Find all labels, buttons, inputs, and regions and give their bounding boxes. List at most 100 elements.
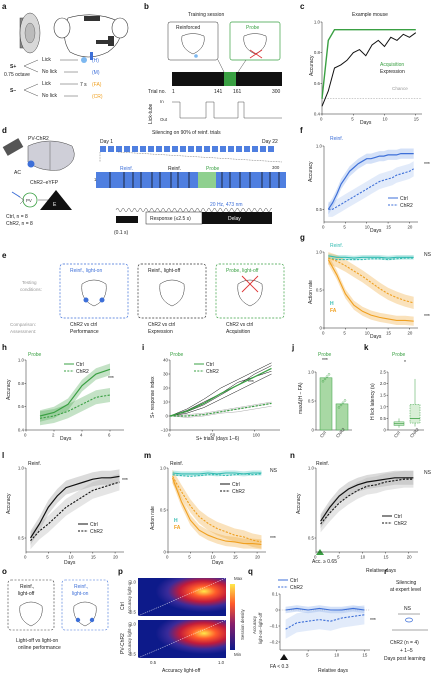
f-ctrl-band <box>328 148 414 215</box>
r-title-1: Silencing <box>396 580 417 586</box>
day-blocks <box>100 146 274 152</box>
q-ytick-label: −0.2 <box>269 640 278 645</box>
panel-l: l Reinf. Accuracy Days Ctrl ChR2 *** 0 5 1… <box>2 451 128 566</box>
mouse-icon-o2 <box>73 601 97 627</box>
panel-d: d PV-ChR2 AC ChR2–eYFP PV E Ctrl, n = 8 … <box>2 126 286 236</box>
c1-title: Reinf., light-on <box>70 268 102 274</box>
j-bar <box>335 403 349 431</box>
h-ytick-label: 0.6 <box>18 404 25 409</box>
n-ytick-label: 0.5 <box>308 536 315 541</box>
k-ytick-label: 2.5 <box>380 370 387 375</box>
n-ctrl-legend: Ctrl <box>394 514 402 520</box>
h-tag: Probe <box>28 352 42 358</box>
in-label: In <box>160 99 164 104</box>
panel-m: m Reinf. Action rate Days Ctrl ChR2 H FA… <box>144 451 278 566</box>
g-ytick-label: 0.5 <box>316 288 323 293</box>
r-title-2: at expert level <box>390 587 421 593</box>
brain-icon <box>27 140 75 171</box>
n-plot: 0 5 10 15 20 0.5 1.0 <box>308 466 418 560</box>
trial-ticks <box>109 172 280 188</box>
g-xtick-label: 0 <box>322 331 325 336</box>
i-xlabel: S+ trials (days 1–6) <box>196 436 240 442</box>
k-significance: * <box>404 360 406 366</box>
l-xlabel: Days <box>64 560 76 566</box>
g-xtick-label: 5 <box>343 331 346 336</box>
panel-a: a 0.75 octave S+ Lick No lick (H) (M <box>2 2 129 100</box>
j-point <box>323 377 327 381</box>
j-point <box>321 380 325 383</box>
f-ylabel: Accuracy <box>308 161 314 182</box>
q-ylabel-1: Accuracy <box>252 615 257 634</box>
f-xtick-label: 20 <box>407 225 412 230</box>
k-ytick-label: 0.5 <box>380 416 387 421</box>
m-xtick-label: 20 <box>255 555 260 560</box>
c-xtick-label: 15 <box>414 117 419 122</box>
delay-window <box>202 212 272 224</box>
mouse-icon-c2 <box>159 279 185 307</box>
l-chr2-line <box>30 481 120 542</box>
p-min: Min <box>234 652 242 657</box>
f-ytick-label: 1.0 <box>316 144 323 149</box>
probe-block <box>198 172 216 188</box>
j-category-label: Ctrl <box>319 430 327 438</box>
k-tag: Probe <box>392 352 406 358</box>
p-density-label: Session density <box>240 608 245 640</box>
day-block <box>124 146 130 152</box>
l-xtick-label: 10 <box>69 555 74 560</box>
l-xtick-label: 20 <box>113 555 118 560</box>
c2-title: Reinf., light-off <box>148 268 181 274</box>
c-series <box>321 29 422 107</box>
k-ytick-label: 0 <box>384 428 387 433</box>
g-plot: 0 5 10 15 20 0 0.5 1.0 <box>316 250 418 336</box>
day-block <box>156 146 162 152</box>
c-ytick-label: 0.4 <box>314 112 321 117</box>
q-xtick-label: 5 <box>306 653 309 658</box>
l-ctrl-line <box>29 475 120 539</box>
q-ctrl-legend: Ctrl <box>290 578 298 584</box>
q-plot: 5 10 15 −0.2 −0.1 0 0.1 <box>269 592 370 658</box>
p-ytick-label: 1.0 <box>130 580 137 585</box>
n-tag: Reinf. <box>316 461 329 467</box>
panel-p-label: p <box>118 567 123 576</box>
speaker-icon <box>19 12 41 54</box>
m-ytick-label: 0 <box>164 550 167 555</box>
c1-comparison: ChR2 vs ctrl <box>70 322 97 328</box>
c-xlabel: Days <box>360 120 372 126</box>
timeout-label: 7 s <box>80 82 87 88</box>
mouse-icon-probe <box>243 33 267 55</box>
n-xlabel: Relative days <box>366 568 397 574</box>
day-block <box>260 146 266 152</box>
g-xtick-label: 20 <box>407 331 412 336</box>
no-lick-label-2: No lick <box>42 93 58 99</box>
conditions-label: conditions: <box>20 287 42 292</box>
chance-label: Chance <box>392 86 408 91</box>
j-ylabel: maxΔ(H − FA) <box>298 382 304 414</box>
p-plot: 0.5 1.0 0.5 1.0 0.5 1.0 <box>130 577 235 665</box>
i-ytick-label: 10 <box>163 400 168 405</box>
e-label: E <box>53 202 57 208</box>
h-chr2-band <box>40 388 110 426</box>
panel-f-label: f <box>300 126 303 135</box>
p-xlabel: Accuracy light-off <box>162 668 201 674</box>
q-significance: *** <box>370 618 376 624</box>
day-block <box>188 146 194 152</box>
m-h-label: H <box>174 518 178 524</box>
c-xtick-label: 10 <box>383 117 388 122</box>
j-point <box>341 401 345 404</box>
p-xtick-label: 0.5 <box>150 660 157 665</box>
g-fa-label: FA <box>330 308 337 314</box>
training-session-title: Training session <box>188 12 224 18</box>
m-chr2-legend: ChR2 <box>232 489 245 495</box>
acquisition-line <box>321 29 416 99</box>
panel-r-label: r <box>384 567 387 576</box>
m-ylabel: Action rate <box>150 506 156 530</box>
k-ylabel: H lick latency (s) <box>370 383 376 420</box>
p-ylabel-1: Accuracy light-on <box>127 580 132 614</box>
j-significance: *** <box>322 358 328 364</box>
l-ylabel: Accuracy <box>6 493 12 514</box>
trial-141: 141 <box>214 89 223 95</box>
laser-waveform <box>115 207 273 213</box>
l-ytick-label: 1.0 <box>18 466 25 471</box>
r-post: Days post learning <box>384 656 426 662</box>
